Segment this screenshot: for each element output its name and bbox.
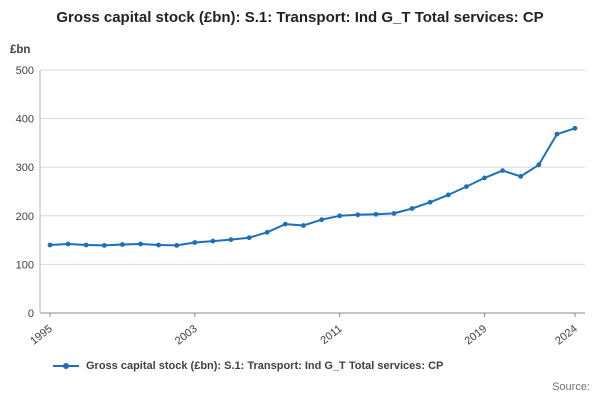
data-point-marker[interactable] [228, 237, 234, 243]
data-point-marker[interactable] [192, 240, 198, 245]
data-point-marker[interactable] [355, 212, 361, 218]
data-point-marker[interactable] [518, 174, 524, 179]
x-tick-label: 2003 [173, 323, 200, 348]
legend-label: Gross capital stock (£bn): S.1: Transpor… [86, 360, 444, 372]
x-tick-label: 1995 [28, 323, 55, 348]
data-point-marker[interactable] [409, 206, 415, 211]
data-point-marker[interactable] [156, 242, 162, 248]
y-tick-label: 500 [16, 65, 34, 77]
x-tick-label: 2019 [463, 323, 490, 348]
data-point-marker[interactable] [572, 125, 578, 131]
data-point-marker[interactable] [246, 235, 252, 241]
data-point-marker[interactable] [500, 168, 505, 174]
data-point-marker[interactable] [554, 131, 560, 137]
data-point-marker[interactable] [47, 242, 53, 248]
source-label: Source: [552, 381, 590, 393]
data-point-marker[interactable] [464, 184, 469, 190]
chart-title: Gross capital stock (£bn): S.1: Transpor… [56, 9, 544, 26]
data-point-marker[interactable] [301, 223, 306, 228]
data-point-marker[interactable] [174, 243, 180, 248]
data-point-marker[interactable] [101, 243, 107, 248]
data-point-marker[interactable] [138, 241, 143, 247]
data-point-marker[interactable] [427, 199, 433, 205]
x-tick-label: 2024 [553, 323, 580, 348]
y-tick-label: 100 [16, 259, 34, 271]
data-point-marker[interactable] [536, 162, 542, 168]
data-point-marker[interactable] [65, 241, 71, 247]
y-tick-label: 200 [16, 211, 34, 223]
x-tick-label: 2011 [318, 323, 344, 347]
data-point-marker[interactable] [445, 192, 451, 198]
y-axis-unit-label: £bn [10, 44, 31, 56]
data-point-marker[interactable] [264, 229, 270, 235]
data-point-marker[interactable] [120, 242, 125, 247]
data-point-marker[interactable] [337, 213, 343, 219]
data-line [49, 127, 576, 247]
data-point-marker[interactable] [319, 217, 324, 223]
data-point-marker[interactable] [373, 211, 379, 217]
y-tick-label: 400 [16, 114, 34, 126]
data-point-marker[interactable] [482, 175, 487, 181]
data-point-marker[interactable] [282, 221, 288, 227]
data-point-marker[interactable] [83, 242, 89, 248]
legend-line-marker-icon [53, 363, 79, 369]
y-tick-label: 300 [16, 162, 34, 174]
legend[interactable]: Gross capital stock (£bn): S.1: Transpor… [52, 360, 443, 372]
data-point-marker[interactable] [210, 238, 216, 244]
data-point-marker[interactable] [391, 211, 397, 216]
y-tick-label: 0 [28, 308, 34, 320]
